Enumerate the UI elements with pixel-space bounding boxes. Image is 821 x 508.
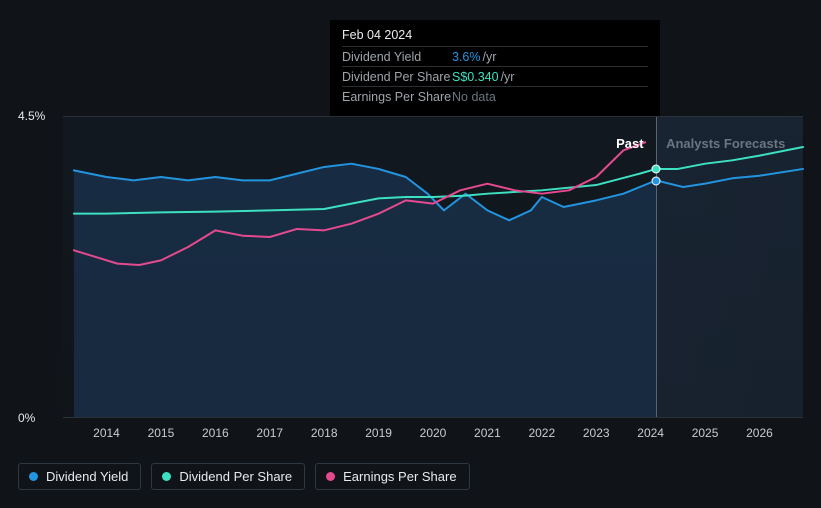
legend-item-earnings-per-share[interactable]: Earnings Per Share	[315, 463, 469, 490]
tooltip-date: Feb 04 2024	[342, 28, 648, 42]
x-tick-label: 2020	[420, 426, 447, 440]
dividend-chart: 4.5% 0% Past Analysts Forecasts 2014 2015…	[18, 98, 803, 446]
chart-lines-svg	[63, 117, 803, 417]
legend-swatch-icon	[29, 472, 38, 481]
tooltip-row-value: 3.6%	[452, 50, 481, 64]
chart-legend: Dividend Yield Dividend Per Share Earnings…	[18, 463, 470, 490]
chart-tooltip: Feb 04 2024 Dividend Yield3.6% /yrDivide…	[330, 20, 660, 116]
x-tick-label: 2021	[474, 426, 501, 440]
tooltip-row-label: Dividend Per Share	[342, 70, 452, 84]
legend-swatch-icon	[162, 472, 171, 481]
tooltip-row: Dividend Per ShareS$0.340 /yr	[342, 66, 648, 86]
x-tick-label: 2026	[746, 426, 773, 440]
x-tick-label: 2018	[311, 426, 338, 440]
x-tick-label: 2016	[202, 426, 229, 440]
x-tick-label: 2022	[528, 426, 555, 440]
legend-item-dividend-per-share[interactable]: Dividend Per Share	[151, 463, 305, 490]
series-marker-dot	[652, 176, 661, 185]
past-region-label: Past	[616, 136, 643, 151]
legend-item-label: Earnings Per Share	[343, 469, 456, 484]
legend-item-dividend-yield[interactable]: Dividend Yield	[18, 463, 141, 490]
legend-swatch-icon	[326, 472, 335, 481]
tooltip-row-label: Dividend Yield	[342, 50, 452, 64]
tooltip-rows: Dividend Yield3.6% /yrDividend Per Share…	[342, 46, 648, 106]
y-axis-min-label: 0%	[18, 411, 35, 425]
x-tick-label: 2014	[93, 426, 120, 440]
tooltip-row-suffix: /yr	[483, 50, 497, 64]
x-tick-label: 2024	[637, 426, 664, 440]
x-tick-label: 2015	[148, 426, 175, 440]
x-tick-label: 2017	[256, 426, 283, 440]
legend-item-label: Dividend Per Share	[179, 469, 292, 484]
tooltip-row: Dividend Yield3.6% /yr	[342, 46, 648, 66]
tooltip-row-label: Earnings Per Share	[342, 90, 452, 104]
cursor-line	[656, 117, 657, 417]
tooltip-row: Earnings Per ShareNo data	[342, 86, 648, 106]
forecast-region-label: Analysts Forecasts	[666, 136, 785, 151]
tooltip-row-suffix: /yr	[501, 70, 515, 84]
x-tick-label: 2025	[692, 426, 719, 440]
plot-area[interactable]	[63, 116, 803, 418]
tooltip-row-value: No data	[452, 90, 496, 104]
x-axis-labels: 2014 2015 2016 2017 2018 2019 2020 2021 2022 2023…	[63, 422, 803, 446]
series-marker-dot	[652, 165, 661, 174]
tooltip-row-value: S$0.340	[452, 70, 499, 84]
x-tick-label: 2019	[365, 426, 392, 440]
y-axis-max-label: 4.5%	[18, 109, 45, 123]
legend-item-label: Dividend Yield	[46, 469, 128, 484]
x-tick-label: 2023	[583, 426, 610, 440]
